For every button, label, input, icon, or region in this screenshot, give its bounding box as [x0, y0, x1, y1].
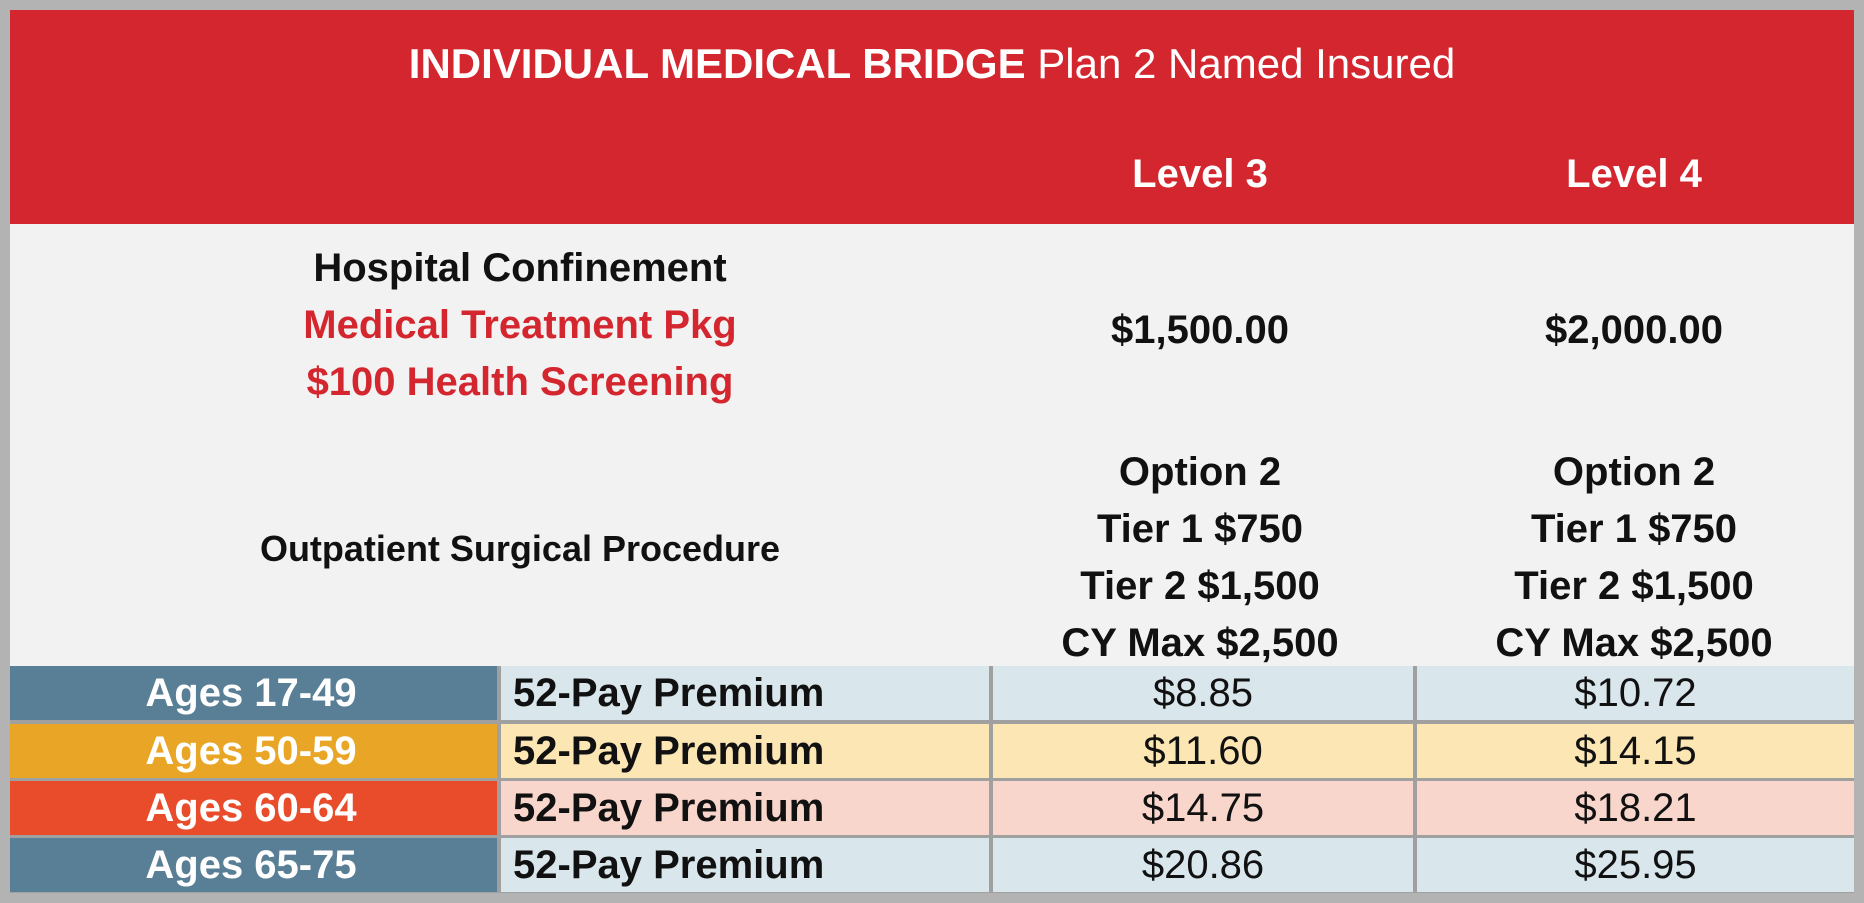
premium-row: Ages 50-59 52-Pay Premium $11.60 $14.15 — [10, 724, 1854, 778]
age-band: Ages 60-64 — [10, 781, 497, 835]
premium-level-3: $8.85 — [993, 666, 1413, 720]
premium-label: 52-Pay Premium — [501, 838, 989, 892]
medical-treatment-label: Medical Treatment Pkg — [303, 303, 737, 347]
outpatient-level-3-line: Option 2 — [1118, 450, 1282, 494]
outpatient-label: Outpatient Surgical Procedure — [259, 528, 781, 569]
premium-level-4: $18.21 — [1417, 781, 1854, 835]
health-screening-label: $100 Health Screening — [306, 360, 734, 404]
outpatient-level-3-line: Tier 2 $1,500 — [1080, 564, 1320, 608]
outpatient-level-4-line: Option 2 — [1552, 450, 1716, 494]
premium-label: 52-Pay Premium — [501, 781, 989, 835]
outpatient-level-4: Option 2 Tier 1 $750 Tier 2 $1,500 CY Ma… — [1424, 444, 1844, 672]
premium-level-3: $11.60 — [993, 724, 1413, 778]
premium-level-4: $14.15 — [1417, 724, 1854, 778]
age-band-label: Ages 17-49 — [145, 670, 357, 715]
outpatient-level-4-line: Tier 1 $750 — [1530, 507, 1738, 551]
level-3-header: Level 3 — [1132, 152, 1268, 196]
table-header: INDIVIDUAL MEDICAL BRIDGE Plan 2 Named I… — [10, 10, 1854, 224]
premium-label: 52-Pay Premium — [501, 724, 989, 778]
outpatient-level-3-line: Tier 1 $750 — [1096, 507, 1304, 551]
hospital-confinement-label: Hospital Confinement — [313, 246, 727, 290]
outpatient-level-4-line: CY Max $2,500 — [1495, 621, 1773, 665]
age-band-label: Ages 50-59 — [145, 728, 357, 773]
premium-row: Ages 65-75 52-Pay Premium $20.86 $25.95 — [10, 838, 1854, 892]
premium-label: 52-Pay Premium — [501, 666, 989, 720]
outpatient-level-4-line: Tier 2 $1,500 — [1514, 564, 1754, 608]
age-band-label: Ages 65-75 — [145, 842, 357, 887]
premium-rows: Ages 17-49 52-Pay Premium $8.85 $10.72 A… — [10, 666, 1854, 893]
premium-level-3: $20.86 — [993, 838, 1413, 892]
age-band-label: Ages 60-64 — [145, 785, 357, 830]
rate-table: INDIVIDUAL MEDICAL BRIDGE Plan 2 Named I… — [10, 10, 1854, 893]
age-band: Ages 50-59 — [10, 724, 497, 778]
premium-level-4: $25.95 — [1417, 838, 1854, 892]
outpatient-level-3-line: CY Max $2,500 — [1061, 621, 1339, 665]
hospital-level-4-value: $2,000.00 — [1545, 308, 1723, 352]
premium-row: Ages 17-49 52-Pay Premium $8.85 $10.72 — [10, 666, 1854, 720]
table-title: INDIVIDUAL MEDICAL BRIDGE Plan 2 Named I… — [10, 40, 1854, 88]
level-4-header: Level 4 — [1566, 152, 1702, 196]
title-bold: INDIVIDUAL MEDICAL BRIDGE — [408, 40, 1026, 87]
title-rest: Plan 2 Named Insured — [1037, 40, 1456, 87]
age-band: Ages 17-49 — [10, 666, 497, 720]
premium-row: Ages 60-64 52-Pay Premium $14.75 $18.21 — [10, 781, 1854, 835]
premium-level-3: $14.75 — [993, 781, 1413, 835]
premium-level-4: $10.72 — [1417, 666, 1854, 720]
age-band: Ages 65-75 — [10, 838, 497, 892]
hospital-level-3-value: $1,500.00 — [1111, 308, 1289, 352]
outpatient-level-3: Option 2 Tier 1 $750 Tier 2 $1,500 CY Ma… — [990, 444, 1410, 672]
